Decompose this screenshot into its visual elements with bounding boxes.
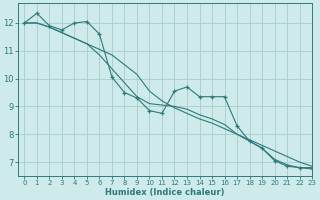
X-axis label: Humidex (Indice chaleur): Humidex (Indice chaleur) — [105, 188, 225, 197]
